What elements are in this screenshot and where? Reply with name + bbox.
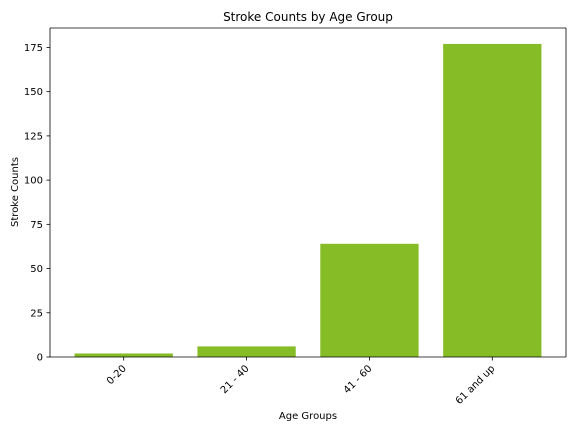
y-tick-label-2: 50 (30, 264, 43, 275)
y-tick-label-4: 100 (24, 176, 43, 187)
bar-3 (443, 43, 542, 358)
y-axis-ticks: 0 25 50 75 100 125 150 175 (24, 43, 50, 364)
bars-group (74, 43, 542, 358)
x-tick-label-2: 41 - 60 (342, 363, 375, 396)
bar-0 (74, 353, 173, 357)
x-axis-label: Age Groups (279, 411, 337, 422)
y-tick-label-0: 0 (37, 353, 43, 364)
y-tick-label-6: 150 (24, 87, 43, 98)
x-tick-label-0: 0-20 (105, 363, 129, 387)
y-tick-label-7: 175 (24, 43, 43, 54)
chart-title: Stroke Counts by Age Group (223, 10, 393, 24)
x-axis-ticks: 0-20 21 - 40 41 - 60 61 and up (105, 357, 497, 407)
bar-1 (197, 346, 296, 357)
x-tick-label-3: 61 and up (454, 363, 498, 407)
y-tick-label-1: 25 (30, 308, 43, 319)
y-tick-label-3: 75 (30, 220, 43, 231)
x-tick-label-1: 21 - 40 (219, 363, 252, 396)
y-axis-label: Stroke Counts (10, 157, 21, 227)
y-tick-label-5: 125 (24, 131, 43, 142)
bar-2 (320, 243, 419, 357)
